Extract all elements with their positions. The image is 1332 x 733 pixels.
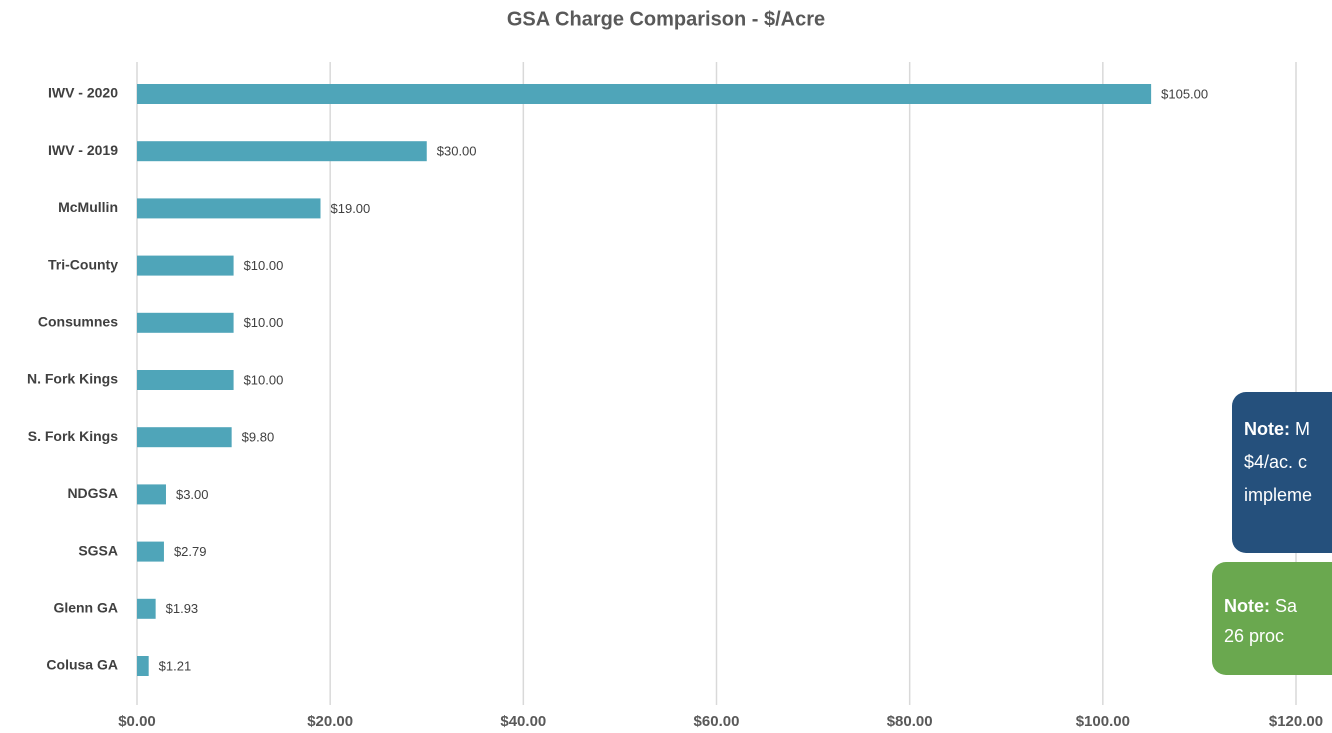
data-label: $10.00 bbox=[244, 315, 284, 330]
chart-title: GSA Charge Comparison - $/Acre bbox=[507, 8, 825, 30]
note-line: 26 proc bbox=[1224, 626, 1284, 646]
y-tick-label: Tri-County bbox=[48, 256, 118, 272]
note-text: impleme bbox=[1244, 485, 1312, 505]
x-tick-label: $0.00 bbox=[118, 713, 156, 730]
data-label: $9.80 bbox=[242, 430, 275, 445]
data-label: $1.21 bbox=[159, 658, 192, 673]
bar bbox=[137, 427, 232, 448]
note-text: 26 proc bbox=[1224, 626, 1284, 646]
data-label: $1.93 bbox=[166, 601, 199, 616]
bar bbox=[137, 541, 164, 562]
y-tick-label: Colusa GA bbox=[46, 657, 118, 673]
x-tick-label: $100.00 bbox=[1076, 713, 1130, 730]
y-tick-label: SGSA bbox=[78, 542, 118, 558]
y-tick-label: Consumnes bbox=[38, 314, 118, 330]
y-tick-label: IWV - 2020 bbox=[48, 85, 118, 101]
data-label: $10.00 bbox=[244, 258, 284, 273]
bar bbox=[137, 312, 234, 333]
data-label: $2.79 bbox=[174, 544, 207, 559]
data-label: $19.00 bbox=[331, 201, 371, 216]
x-tick-label: $40.00 bbox=[500, 713, 546, 730]
y-tick-label: N. Fork Kings bbox=[27, 371, 118, 387]
y-tick-label: McMullin bbox=[58, 199, 118, 215]
y-tick-label: Glenn GA bbox=[53, 600, 118, 616]
y-tick-label: NDGSA bbox=[67, 485, 118, 501]
note-line: impleme bbox=[1244, 485, 1312, 505]
note-label: Note: bbox=[1224, 596, 1270, 616]
note-line: $4/ac. c bbox=[1244, 452, 1307, 472]
data-label: $3.00 bbox=[176, 487, 209, 502]
x-tick-label: $80.00 bbox=[887, 713, 933, 730]
bar bbox=[137, 656, 149, 676]
bar bbox=[137, 198, 321, 219]
bar bbox=[137, 255, 234, 276]
note-box bbox=[1212, 562, 1332, 675]
bar bbox=[137, 484, 166, 505]
note-line: Sa bbox=[1270, 596, 1298, 616]
note-text: Note: Sa bbox=[1224, 596, 1298, 616]
x-tick-label: $120.00 bbox=[1269, 713, 1323, 730]
y-tick-label: IWV - 2019 bbox=[48, 142, 118, 158]
bar bbox=[137, 84, 1152, 104]
data-label: $10.00 bbox=[244, 372, 284, 387]
note-text: Note: M bbox=[1244, 419, 1310, 439]
x-tick-label: $60.00 bbox=[694, 713, 740, 730]
note-label: Note: bbox=[1244, 419, 1290, 439]
data-label: $105.00 bbox=[1161, 86, 1208, 101]
note-box bbox=[1232, 392, 1332, 553]
x-tick-label: $20.00 bbox=[307, 713, 353, 730]
note-line: M bbox=[1290, 419, 1310, 439]
bar bbox=[137, 370, 234, 390]
bar bbox=[137, 598, 156, 619]
bar bbox=[137, 141, 427, 162]
y-tick-label: S. Fork Kings bbox=[28, 428, 118, 444]
data-label: $30.00 bbox=[437, 144, 477, 159]
note-text: $4/ac. c bbox=[1244, 452, 1307, 472]
